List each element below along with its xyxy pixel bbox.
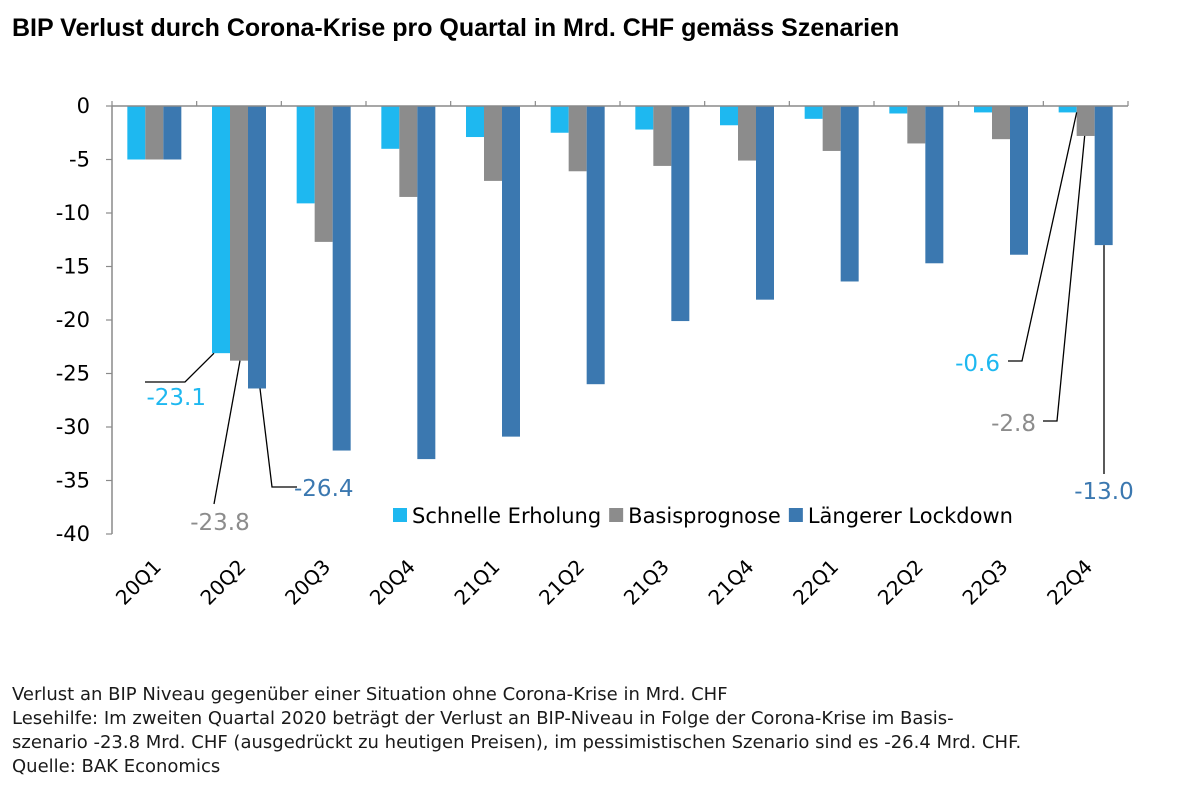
bar-20Q3-s2 xyxy=(332,106,351,451)
bar-22Q3-s2 xyxy=(1010,106,1028,255)
bar-22Q2-s1 xyxy=(907,106,926,144)
x-tick-label: 20Q2 xyxy=(195,555,250,610)
y-tick-label: 0 xyxy=(77,94,90,118)
annotations-group: -23.1 -23.8 -26.4 -0.6 -2.8 -13.0 xyxy=(145,112,1134,536)
x-tick-label: 21Q1 xyxy=(449,555,504,610)
x-tick-label: 20Q1 xyxy=(111,555,166,610)
annotation-label: -2.8 xyxy=(991,411,1036,437)
bar-22Q4-s2 xyxy=(1094,106,1113,246)
legend-label-1: Basisprognose xyxy=(628,504,781,528)
bar-20Q2-s2 xyxy=(248,106,266,389)
bar-21Q3-s0 xyxy=(635,106,654,130)
bar-22Q1-s0 xyxy=(804,106,823,119)
bar-21Q1-s0 xyxy=(466,106,484,138)
bar-21Q2-s1 xyxy=(568,106,587,172)
legend-swatch-1 xyxy=(609,508,624,522)
bar-22Q1-s2 xyxy=(840,106,859,282)
bar-20Q4-s0 xyxy=(381,106,400,149)
bar-22Q2-s0 xyxy=(889,106,908,114)
y-tick-label: -5 xyxy=(69,148,90,172)
legend-swatch-0 xyxy=(393,508,407,522)
annotation-leader-line xyxy=(1008,112,1078,362)
annotation-leader-line xyxy=(1043,135,1086,422)
bar-21Q3-s1 xyxy=(653,106,672,166)
bar-22Q4-s0 xyxy=(1058,106,1077,113)
bar-22Q4-s1 xyxy=(1076,106,1095,136)
bar-21Q4-s1 xyxy=(738,106,756,161)
legend: Schnelle Erholung Basisprognose Längerer L… xyxy=(393,504,1013,528)
legend-label-0: Schnelle Erholung xyxy=(412,504,601,528)
bar-chart: 0-5-10-15-20-25-30-35-40 20Q1 20Q2 20Q3 20Q… xyxy=(56,94,1134,610)
bar-22Q2-s2 xyxy=(925,106,944,264)
annotation-leader-line xyxy=(145,352,215,383)
bar-20Q4-s2 xyxy=(417,106,436,460)
annotation-label: -23.8 xyxy=(190,510,250,536)
bar-20Q2-s1 xyxy=(230,106,248,361)
y-tick-label: -10 xyxy=(56,201,90,225)
y-tick-label: -15 xyxy=(56,255,90,279)
chart-title: BIP Verlust durch Corona-Krise pro Quart… xyxy=(12,14,900,42)
bar-20Q4-s1 xyxy=(399,106,418,197)
x-tick-label: 21Q2 xyxy=(534,555,589,610)
annotation-label: -0.6 xyxy=(955,351,1000,377)
bar-21Q4-s0 xyxy=(720,106,738,126)
bar-22Q3-s0 xyxy=(974,106,992,113)
bars-group xyxy=(127,106,1113,460)
bar-20Q1-s2 xyxy=(163,106,182,160)
x-tick-label: 20Q4 xyxy=(365,555,420,610)
annotation-label: -26.4 xyxy=(294,476,354,502)
bar-20Q3-s0 xyxy=(296,106,315,204)
annotation-leader-line xyxy=(259,388,297,488)
x-tick-label: 22Q2 xyxy=(873,555,928,610)
legend-swatch-2 xyxy=(788,508,803,522)
x-tick-label: 21Q4 xyxy=(703,555,758,610)
y-axis-ticks: 0 -5 -10 -15 -20 -25 -30 -35 -40 xyxy=(56,94,112,546)
note-source: Quelle: BAK Economics xyxy=(12,756,221,777)
chart-notes: Verlust an BIP Niveau gegenüber einer Si… xyxy=(12,683,1021,779)
bar-21Q3-s2 xyxy=(671,106,690,322)
bar-22Q1-s1 xyxy=(822,106,841,151)
bar-21Q2-s2 xyxy=(586,106,605,385)
x-tick-label: 22Q4 xyxy=(1042,555,1097,610)
note-reading-help-cont: szenario -23.8 Mrd. CHF (ausgedrückt zu … xyxy=(12,732,1022,753)
x-tick-label: 22Q1 xyxy=(788,555,843,610)
note-reading-help: Lesehilfe: Im zweiten Quartal 2020 beträ… xyxy=(12,708,954,729)
x-tick-label: 20Q3 xyxy=(280,555,335,610)
legend-label-2: Längerer Lockdown xyxy=(808,504,1013,528)
y-tick-label: -20 xyxy=(56,308,90,332)
bar-20Q1-s0 xyxy=(127,106,146,160)
note-unit: Verlust an BIP Niveau gegenüber einer Si… xyxy=(12,684,728,705)
bar-21Q1-s2 xyxy=(502,106,520,437)
y-tick-label: -25 xyxy=(56,362,90,386)
annotation-leader-line xyxy=(213,360,241,505)
x-axis-ticks: 20Q1 20Q2 20Q3 20Q4 21Q1 21Q2 21Q3 21Q4 22Q1 22Q2… xyxy=(111,555,1097,610)
y-tick-label: -35 xyxy=(56,469,90,493)
bar-22Q3-s1 xyxy=(992,106,1010,140)
x-tick-label: 21Q3 xyxy=(619,555,674,610)
x-tick-label: 22Q3 xyxy=(957,555,1012,610)
annotation-label: -23.1 xyxy=(146,385,206,411)
bar-21Q4-s2 xyxy=(756,106,774,300)
annotation-label: -13.0 xyxy=(1074,479,1134,505)
bar-20Q1-s1 xyxy=(145,106,164,160)
y-tick-label: -30 xyxy=(56,415,90,439)
bar-21Q2-s0 xyxy=(550,106,569,133)
bar-21Q1-s1 xyxy=(484,106,502,181)
y-tick-label: -40 xyxy=(56,522,90,546)
bar-20Q3-s1 xyxy=(314,106,333,242)
bar-20Q2-s0 xyxy=(212,106,230,354)
